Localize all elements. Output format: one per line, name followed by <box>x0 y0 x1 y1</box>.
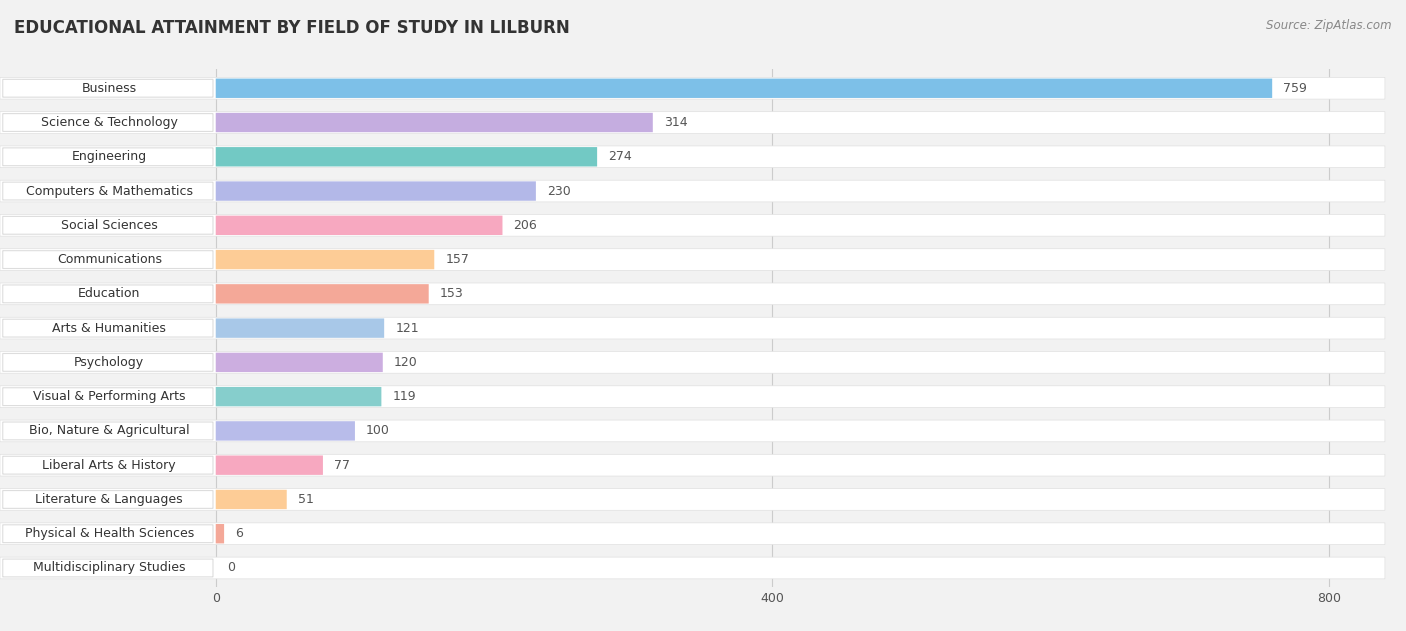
FancyBboxPatch shape <box>215 284 429 304</box>
Text: 100: 100 <box>366 425 389 437</box>
FancyBboxPatch shape <box>0 420 1385 442</box>
Text: Arts & Humanities: Arts & Humanities <box>52 322 166 334</box>
FancyBboxPatch shape <box>3 490 212 509</box>
FancyBboxPatch shape <box>215 353 382 372</box>
FancyBboxPatch shape <box>0 351 1385 374</box>
FancyBboxPatch shape <box>215 422 354 440</box>
FancyBboxPatch shape <box>3 456 212 474</box>
FancyBboxPatch shape <box>215 216 502 235</box>
FancyBboxPatch shape <box>3 80 212 97</box>
FancyBboxPatch shape <box>3 422 212 440</box>
FancyBboxPatch shape <box>3 353 212 371</box>
FancyBboxPatch shape <box>215 490 287 509</box>
FancyBboxPatch shape <box>3 251 212 269</box>
Text: 274: 274 <box>609 150 631 163</box>
FancyBboxPatch shape <box>215 456 323 475</box>
Text: Visual & Performing Arts: Visual & Performing Arts <box>32 390 186 403</box>
Text: 153: 153 <box>440 287 464 300</box>
Text: Bio, Nature & Agricultural: Bio, Nature & Agricultural <box>30 425 190 437</box>
FancyBboxPatch shape <box>0 523 1385 545</box>
FancyBboxPatch shape <box>215 113 652 133</box>
Text: Business: Business <box>82 82 136 95</box>
FancyBboxPatch shape <box>0 386 1385 408</box>
Text: 230: 230 <box>547 184 571 198</box>
FancyBboxPatch shape <box>0 454 1385 476</box>
Text: Education: Education <box>79 287 141 300</box>
FancyBboxPatch shape <box>3 182 212 200</box>
FancyBboxPatch shape <box>3 114 212 131</box>
Text: 6: 6 <box>235 528 243 540</box>
FancyBboxPatch shape <box>215 147 598 167</box>
FancyBboxPatch shape <box>3 285 212 303</box>
Text: 157: 157 <box>446 253 470 266</box>
Text: EDUCATIONAL ATTAINMENT BY FIELD OF STUDY IN LILBURN: EDUCATIONAL ATTAINMENT BY FIELD OF STUDY… <box>14 19 569 37</box>
Text: Liberal Arts & History: Liberal Arts & History <box>42 459 176 472</box>
FancyBboxPatch shape <box>0 146 1385 168</box>
Text: Social Sciences: Social Sciences <box>60 219 157 232</box>
FancyBboxPatch shape <box>3 559 212 577</box>
FancyBboxPatch shape <box>3 216 212 234</box>
FancyBboxPatch shape <box>3 525 212 543</box>
FancyBboxPatch shape <box>0 283 1385 305</box>
Text: Computers & Mathematics: Computers & Mathematics <box>25 184 193 198</box>
Text: 759: 759 <box>1284 82 1308 95</box>
Text: Communications: Communications <box>56 253 162 266</box>
Text: Science & Technology: Science & Technology <box>41 116 177 129</box>
FancyBboxPatch shape <box>0 249 1385 271</box>
FancyBboxPatch shape <box>215 319 384 338</box>
FancyBboxPatch shape <box>3 319 212 337</box>
FancyBboxPatch shape <box>215 78 1272 98</box>
Text: Source: ZipAtlas.com: Source: ZipAtlas.com <box>1267 19 1392 32</box>
FancyBboxPatch shape <box>0 317 1385 339</box>
FancyBboxPatch shape <box>0 488 1385 510</box>
FancyBboxPatch shape <box>0 112 1385 133</box>
Text: Engineering: Engineering <box>72 150 146 163</box>
Text: 314: 314 <box>664 116 688 129</box>
FancyBboxPatch shape <box>215 524 224 543</box>
FancyBboxPatch shape <box>0 78 1385 99</box>
Text: 77: 77 <box>335 459 350 472</box>
FancyBboxPatch shape <box>215 250 434 269</box>
Text: Psychology: Psychology <box>75 356 145 369</box>
Text: 121: 121 <box>395 322 419 334</box>
Text: Literature & Languages: Literature & Languages <box>35 493 183 506</box>
FancyBboxPatch shape <box>3 148 212 166</box>
Text: 206: 206 <box>513 219 537 232</box>
FancyBboxPatch shape <box>215 387 381 406</box>
Text: 119: 119 <box>392 390 416 403</box>
Text: Multidisciplinary Studies: Multidisciplinary Studies <box>32 562 186 574</box>
Text: 120: 120 <box>394 356 418 369</box>
Text: 0: 0 <box>226 562 235 574</box>
FancyBboxPatch shape <box>0 557 1385 579</box>
Text: Physical & Health Sciences: Physical & Health Sciences <box>25 528 194 540</box>
Text: 51: 51 <box>298 493 314 506</box>
FancyBboxPatch shape <box>0 180 1385 202</box>
FancyBboxPatch shape <box>0 215 1385 236</box>
FancyBboxPatch shape <box>3 387 212 406</box>
FancyBboxPatch shape <box>215 181 536 201</box>
